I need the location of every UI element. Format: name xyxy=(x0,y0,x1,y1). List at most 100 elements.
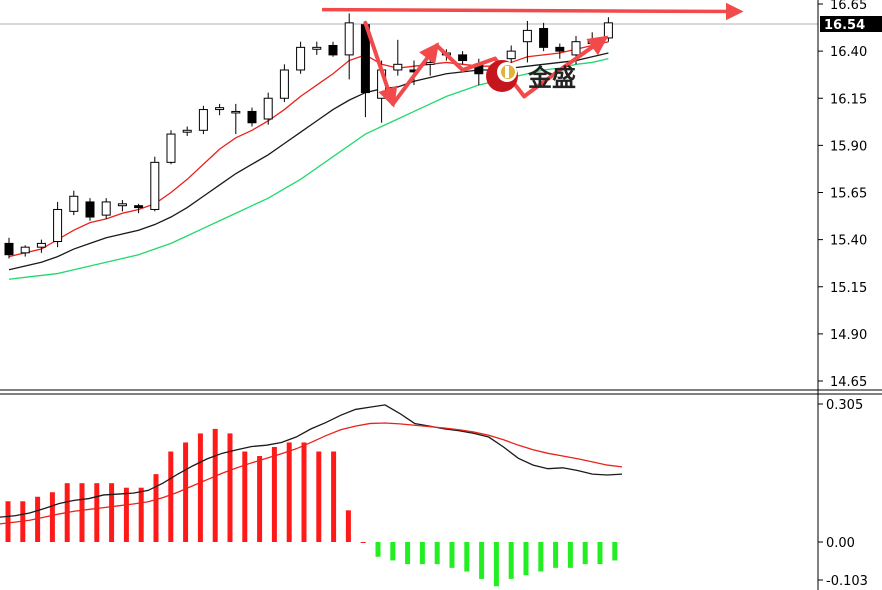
zigzag-arrow-segment xyxy=(390,42,440,106)
candle xyxy=(263,92,273,125)
zigzag-arrow-segment xyxy=(460,56,497,72)
candle xyxy=(4,237,14,259)
macd-bar-positive xyxy=(212,428,218,542)
macd-axis: 0.305 0.00 -0.103 xyxy=(818,398,868,589)
macd-bar-negative xyxy=(567,542,573,568)
macd-bar-positive xyxy=(5,501,11,542)
macd-bar-negative xyxy=(597,542,603,565)
candle xyxy=(198,105,208,135)
macd-bar-positive xyxy=(49,492,55,542)
macd-bar-negative xyxy=(390,542,396,561)
candle xyxy=(247,107,257,127)
candle-body-up xyxy=(425,61,435,65)
macd-bar-negative xyxy=(464,542,470,572)
macd-bar-positive xyxy=(360,542,366,543)
macd-bar-positive xyxy=(109,483,115,542)
candle-body-down xyxy=(555,46,565,52)
macd-bar-negative xyxy=(479,542,485,579)
jinsheng-logo-icon xyxy=(486,60,518,92)
candle xyxy=(425,58,435,76)
candle-body-up xyxy=(36,242,46,248)
candle-body-up xyxy=(231,110,241,114)
price-tick-label: 14.90 xyxy=(830,328,867,343)
price-axis: 16.65 16.40 16.15 15.90 15.65 15.40 15.15 14.90… xyxy=(818,0,867,390)
candle-body-down xyxy=(458,54,468,62)
macd-line xyxy=(0,404,623,518)
candle-body-up xyxy=(296,46,306,71)
candle xyxy=(166,130,176,165)
macd-tick-label: 0.00 xyxy=(826,536,855,551)
candle xyxy=(312,41,322,55)
candle xyxy=(555,43,565,59)
trend-annotation-arrows xyxy=(321,2,744,108)
candle-body-up xyxy=(101,201,111,216)
candle-body-down xyxy=(539,28,549,48)
candle xyxy=(279,64,289,103)
macd-bar-positive xyxy=(271,446,277,542)
candle-body-up xyxy=(198,109,208,131)
macd-bar-positive xyxy=(94,483,100,542)
candle xyxy=(20,245,30,257)
logo-text: 金盛 xyxy=(527,64,576,92)
price-tick-label: 16.15 xyxy=(830,92,867,107)
zigzag-arrow-segment xyxy=(363,20,398,108)
macd-bar-negative xyxy=(375,542,381,557)
candle-body-up xyxy=(150,161,160,210)
candle-body-down xyxy=(134,205,144,209)
candle xyxy=(522,20,532,63)
macd-bar-positive xyxy=(257,456,263,542)
candle-body-up xyxy=(344,22,354,56)
candle-body-up xyxy=(571,41,581,56)
candle xyxy=(36,239,46,253)
macd-bar-positive xyxy=(197,433,203,542)
candle xyxy=(328,41,338,57)
macd-bar-positive xyxy=(227,433,233,542)
candle-body-up xyxy=(312,46,322,50)
current-price-value: 16.54 xyxy=(824,18,865,33)
signal-line xyxy=(0,422,623,525)
price-tick-label: 15.90 xyxy=(830,139,867,154)
candle-body-up xyxy=(506,50,516,60)
price-tick-label: 16.40 xyxy=(830,45,867,60)
macd-panel xyxy=(0,404,623,587)
macd-bar-positive xyxy=(331,451,337,542)
price-panel: 金盛 xyxy=(0,2,818,280)
candle-body-up xyxy=(117,203,127,207)
candle-body-up xyxy=(603,22,613,39)
candle-body-up xyxy=(69,195,79,212)
price-tick-label: 16.65 xyxy=(830,0,867,13)
zigzag-arrow-segment xyxy=(522,67,562,99)
candle xyxy=(215,103,225,116)
macd-bar-positive xyxy=(79,483,85,542)
candle-body-up xyxy=(182,129,192,133)
macd-bar-positive xyxy=(123,487,129,542)
macd-bar-positive xyxy=(316,451,322,542)
price-tick-label: 15.40 xyxy=(830,234,867,249)
candle xyxy=(134,203,144,214)
macd-bar-positive xyxy=(301,442,307,542)
macd-bar-positive xyxy=(153,474,159,542)
price-tick-label: 14.65 xyxy=(830,375,867,390)
macd-bar-positive xyxy=(345,510,351,542)
candle xyxy=(85,198,95,221)
candle-body-up xyxy=(393,63,403,71)
macd-bar-negative xyxy=(449,542,455,568)
macd-bar-negative xyxy=(553,542,559,568)
macd-bar-positive xyxy=(286,442,292,542)
candle xyxy=(231,103,241,135)
candle-body-down xyxy=(85,201,95,218)
candle xyxy=(182,126,192,136)
candle xyxy=(101,198,111,219)
macd-tick-label: 0.305 xyxy=(826,398,863,413)
zigzag-arrow-segment xyxy=(557,35,609,72)
candle xyxy=(393,39,403,76)
macd-bar-negative xyxy=(508,542,514,579)
macd-bar-positive xyxy=(183,442,189,542)
resistance-arrow xyxy=(321,2,744,21)
candle xyxy=(458,51,468,65)
macd-bar-negative xyxy=(523,542,529,576)
macd-bar-negative xyxy=(405,542,411,565)
candle-body-down xyxy=(328,44,338,56)
ma-mid-line xyxy=(8,52,609,271)
